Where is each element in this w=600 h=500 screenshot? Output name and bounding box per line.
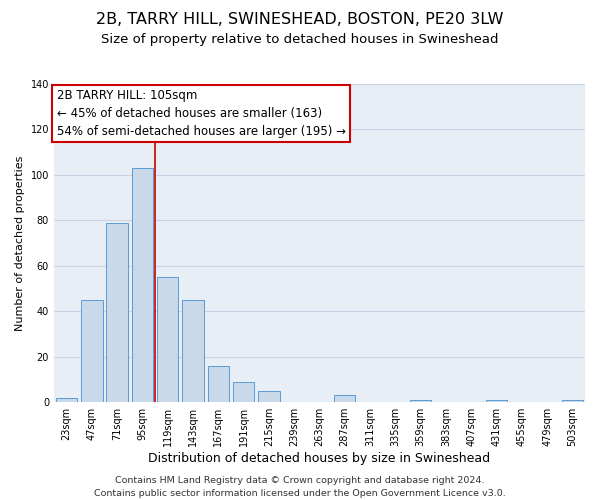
- Bar: [81, 300, 103, 402]
- Bar: [56, 398, 77, 402]
- Bar: [486, 400, 507, 402]
- Bar: [182, 300, 204, 402]
- Text: 2B TARRY HILL: 105sqm
← 45% of detached houses are smaller (163)
54% of semi-det: 2B TARRY HILL: 105sqm ← 45% of detached …: [56, 89, 346, 138]
- Bar: [410, 400, 431, 402]
- Text: Size of property relative to detached houses in Swineshead: Size of property relative to detached ho…: [101, 32, 499, 46]
- Text: 2B, TARRY HILL, SWINESHEAD, BOSTON, PE20 3LW: 2B, TARRY HILL, SWINESHEAD, BOSTON, PE20…: [96, 12, 504, 28]
- Bar: [334, 396, 355, 402]
- Y-axis label: Number of detached properties: Number of detached properties: [15, 156, 25, 331]
- Bar: [208, 366, 229, 402]
- Bar: [131, 168, 153, 402]
- Bar: [233, 382, 254, 402]
- Bar: [106, 222, 128, 402]
- Bar: [562, 400, 583, 402]
- Bar: [157, 277, 178, 402]
- Bar: [258, 391, 280, 402]
- Text: Contains HM Land Registry data © Crown copyright and database right 2024.
Contai: Contains HM Land Registry data © Crown c…: [94, 476, 506, 498]
- X-axis label: Distribution of detached houses by size in Swineshead: Distribution of detached houses by size …: [148, 452, 491, 465]
